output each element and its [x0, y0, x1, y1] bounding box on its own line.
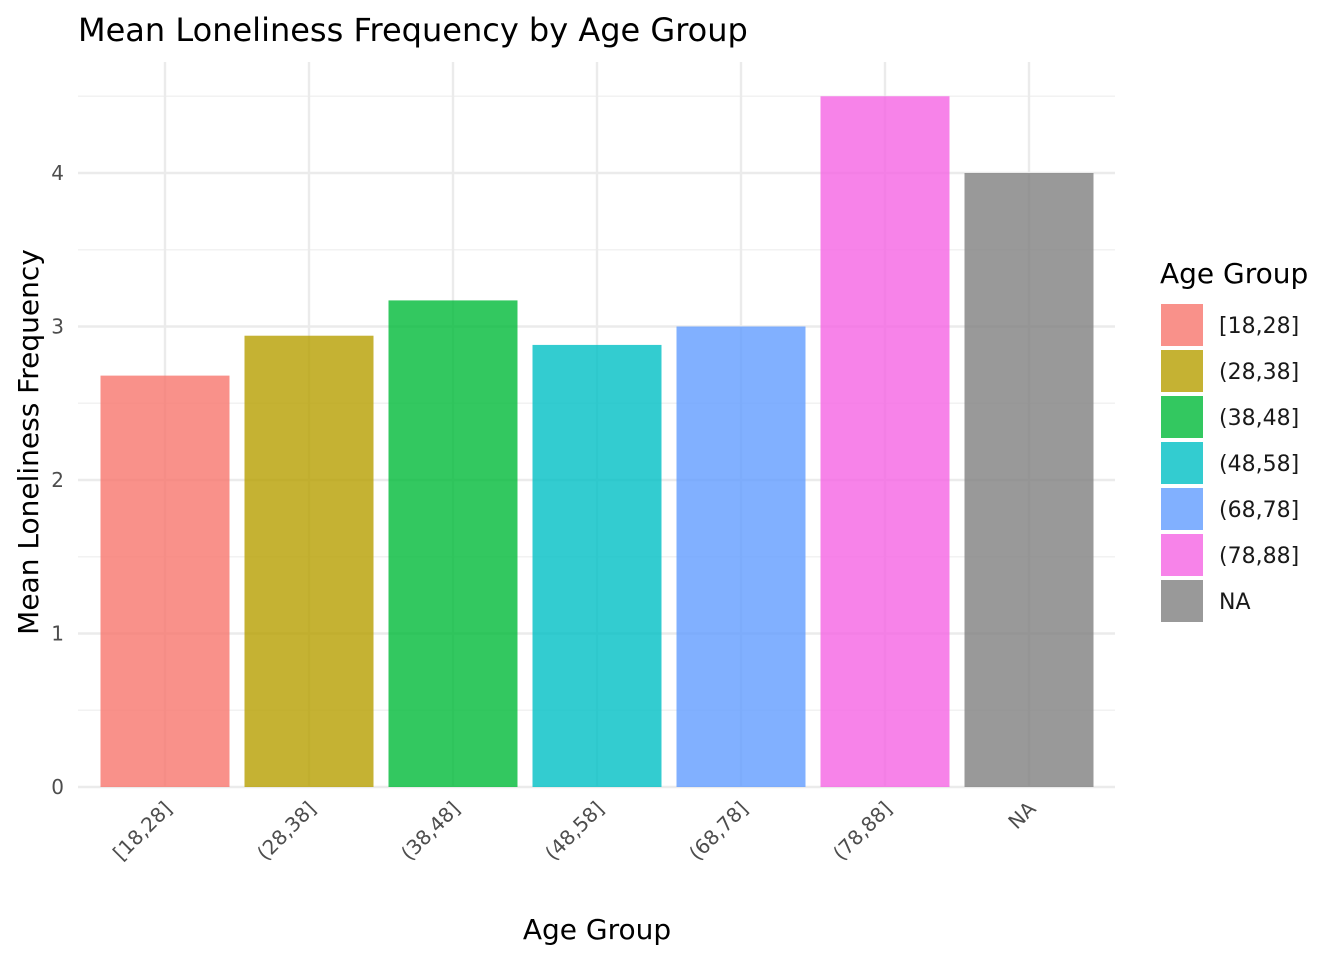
y-tick-label: 2 [51, 468, 64, 492]
bar [388, 300, 518, 787]
y-tick-label: 1 [51, 622, 64, 646]
legend-title: Age Group [1160, 257, 1308, 290]
x-tick-label: (38,48] [396, 797, 465, 866]
x-tick-label: (78,88] [828, 797, 897, 866]
legend-key [1161, 350, 1203, 392]
x-tick-label: (48,58] [540, 797, 609, 866]
bar [100, 375, 230, 787]
legend-label: (78,88] [1219, 544, 1299, 569]
legend-label: NA [1219, 590, 1251, 615]
legend-label: (68,78] [1219, 498, 1299, 523]
legend-label: (48,58] [1219, 452, 1299, 477]
x-axis-ticks: [18,28] (28,38] (38,48] (48,58] (68,78] (78,8… [108, 796, 1041, 865]
legend-label: (38,48] [1219, 406, 1299, 431]
y-axis-title: Mean Loneliness Frequency [12, 249, 45, 635]
x-tick-label: [18,28] [108, 797, 177, 866]
legend-key [1161, 396, 1203, 438]
y-axis-ticks: 0 1 2 3 4 [51, 161, 64, 799]
legend-key [1161, 442, 1203, 484]
x-tick-label: (68,78] [684, 797, 753, 866]
bar [532, 344, 662, 787]
x-axis-title: Age Group [523, 913, 671, 946]
x-tick-label: (28,38] [252, 797, 321, 866]
bars [100, 96, 1094, 787]
legend: Age Group [18,28] (28,38] (38,48] (48,58] (6… [1160, 257, 1308, 622]
bar [820, 96, 950, 787]
bar [676, 326, 806, 787]
chart-title: Mean Loneliness Frequency by Age Group [78, 11, 748, 49]
legend-key [1161, 580, 1203, 622]
legend-label: (28,38] [1219, 360, 1299, 385]
legend-key [1161, 304, 1203, 346]
legend-key [1161, 534, 1203, 576]
x-tick-label: NA [1003, 796, 1040, 833]
y-tick-label: 4 [51, 161, 64, 185]
y-tick-label: 0 [51, 775, 64, 799]
bar [964, 173, 1094, 787]
y-tick-label: 3 [51, 315, 64, 339]
legend-label: [18,28] [1219, 314, 1299, 339]
legend-key [1161, 488, 1203, 530]
bar [244, 335, 374, 787]
